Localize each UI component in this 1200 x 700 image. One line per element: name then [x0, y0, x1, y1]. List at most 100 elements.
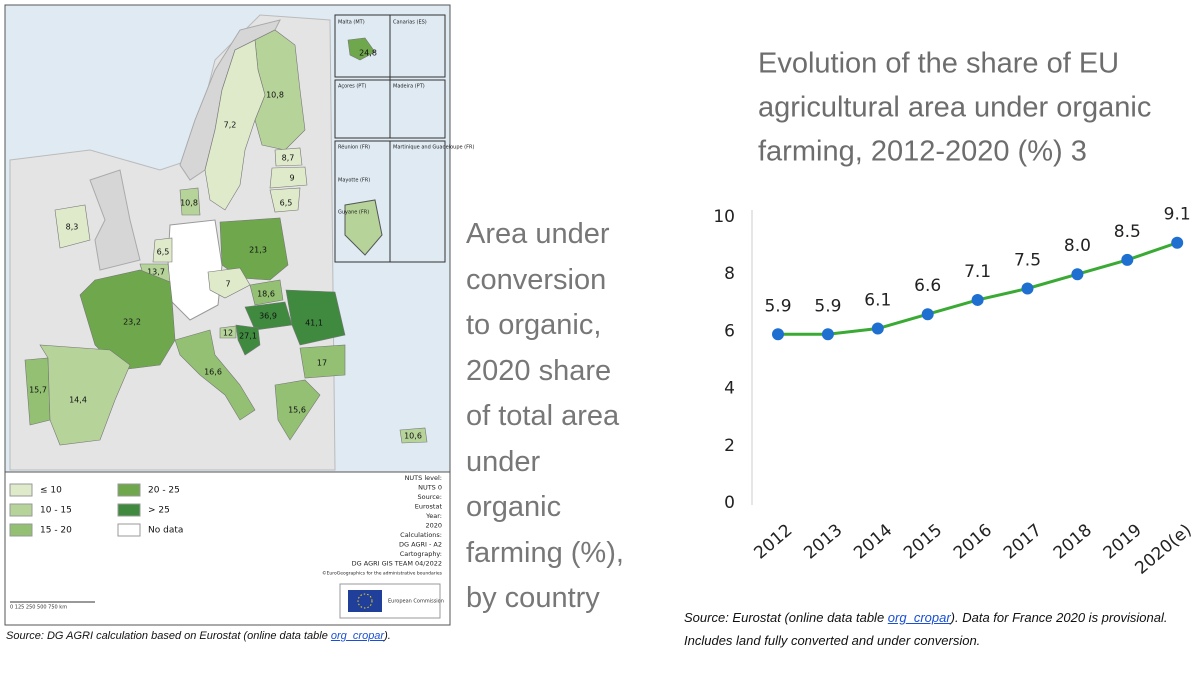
chart-title: Evolution of the share of EU	[758, 48, 1119, 80]
marker	[921, 308, 934, 321]
marker	[1121, 253, 1134, 266]
marker	[871, 322, 884, 335]
legend-swatch	[9, 483, 33, 497]
region-label: 9	[289, 174, 294, 183]
data-label: 9.1	[1164, 205, 1191, 225]
y-tick-label: 6	[724, 321, 735, 341]
country	[274, 147, 303, 167]
marker	[772, 328, 784, 341]
data-label: 7.1	[964, 262, 991, 282]
region-label: 27,1	[239, 332, 257, 341]
x-tick-label: 2016	[950, 520, 996, 563]
country	[285, 289, 346, 346]
region-label: 8,7	[282, 154, 295, 163]
country	[219, 325, 237, 339]
uk	[89, 169, 141, 271]
region-label: 10,6	[404, 432, 422, 441]
legend-swatch	[9, 503, 33, 517]
region-label: 36,9	[259, 312, 277, 321]
country	[167, 219, 223, 321]
legend-label: > 25	[148, 506, 170, 516]
y-tick-label: 4	[724, 379, 735, 399]
region-label: 6,5	[157, 248, 170, 257]
text: ). Data for France 2020 is provisional. …	[684, 610, 1168, 648]
caption: Area under conversion to organic, 2020 shar…	[466, 212, 624, 622]
map-metadata: Eurostat	[415, 503, 443, 511]
inset-title: Martinique and Guadeloupe (FR)	[393, 145, 474, 151]
region-label: 7,2	[224, 121, 237, 130]
chart-title: agricultural area under organic	[758, 92, 1151, 124]
legend-swatch	[117, 483, 141, 497]
country	[79, 269, 176, 371]
logo-text: European Commission	[388, 599, 444, 605]
x-tick-label: 2013	[800, 520, 846, 563]
region-label: 15,6	[288, 406, 306, 415]
x-tick-label: 2014	[850, 520, 896, 563]
legend-label: 15 - 20	[40, 526, 72, 536]
map-metadata: 2020	[425, 522, 442, 530]
caption-line: conversion	[466, 263, 607, 296]
inset-title: Mayotte (FR)	[338, 178, 370, 184]
region-label: 6,5	[280, 199, 293, 208]
x-tick-label: 2015	[900, 520, 946, 563]
marker	[1171, 236, 1184, 249]
scale-label: 0 125 250 500 750 km	[10, 605, 67, 611]
region-label: 14,4	[69, 396, 87, 405]
legend-label: 20 - 25	[148, 486, 180, 496]
map-metadata: DG AGRI - A2	[399, 541, 442, 549]
region-label: 18,6	[257, 290, 275, 299]
chart-note: Source: Eurostat (online data table org_…	[684, 606, 1174, 652]
inset-title: Canarias (ES)	[393, 20, 427, 26]
map-metadata: DG AGRI GIS TEAM 04/2022	[352, 560, 442, 568]
caption-line: organic	[466, 491, 562, 523]
legend-swatch	[117, 503, 141, 517]
country	[39, 344, 131, 446]
map-metadata: Calculations:	[400, 531, 442, 539]
chart-title: farming, 2012-2020 (%) 3	[758, 136, 1087, 168]
country	[249, 279, 284, 306]
map-metadata: Year:	[425, 512, 442, 520]
region-label: 13,7	[147, 268, 165, 277]
region-label: 16,6	[204, 368, 222, 377]
eu-flag	[348, 590, 382, 612]
marker	[971, 293, 984, 306]
map-metadata: Source:	[417, 493, 442, 501]
legend-label: No data	[148, 526, 183, 536]
legend-label: 10 - 15	[40, 506, 72, 516]
text: Source: DG AGRI calculation based on Eur…	[6, 630, 331, 642]
map-metadata: NUTS 0	[418, 484, 442, 492]
inset-title: Açores (PT)	[338, 84, 366, 90]
map-source: Source: DG AGRI calculation based on Eur…	[6, 630, 391, 642]
link[interactable]: org_cropar	[887, 610, 951, 625]
data-label: 6.6	[914, 276, 941, 296]
region-label: 17	[317, 359, 327, 368]
data-label: 8.0	[1064, 236, 1091, 256]
caption-line: farming (%),	[466, 536, 624, 569]
country	[204, 39, 266, 211]
country	[174, 329, 256, 421]
y-tick-label: 8	[724, 264, 735, 284]
marker	[821, 328, 834, 341]
country	[299, 344, 346, 379]
text: ).	[384, 630, 391, 642]
caption-line: to organic,	[466, 309, 602, 341]
country	[347, 37, 376, 61]
data-label: 5.9	[764, 296, 791, 316]
inset-title: Guyane (FR)	[338, 210, 369, 216]
country	[274, 379, 321, 441]
y-tick-label: 0	[724, 493, 735, 513]
y-tick-label: 10	[713, 207, 735, 227]
country	[269, 166, 308, 189]
text: Source: Eurostat (online data table	[684, 610, 888, 625]
data-label: 7.5	[1014, 251, 1041, 271]
inset-title: Malta (MT)	[338, 20, 365, 26]
country	[54, 204, 91, 249]
x-tick-label: 2017	[1000, 520, 1046, 563]
link[interactable]: org_cropar	[330, 630, 385, 642]
caption-line: 2020 share	[466, 354, 612, 387]
x-tick-label: 2012	[750, 520, 796, 563]
data-label: 5.9	[814, 296, 841, 316]
region-label: 8,3	[66, 223, 79, 232]
